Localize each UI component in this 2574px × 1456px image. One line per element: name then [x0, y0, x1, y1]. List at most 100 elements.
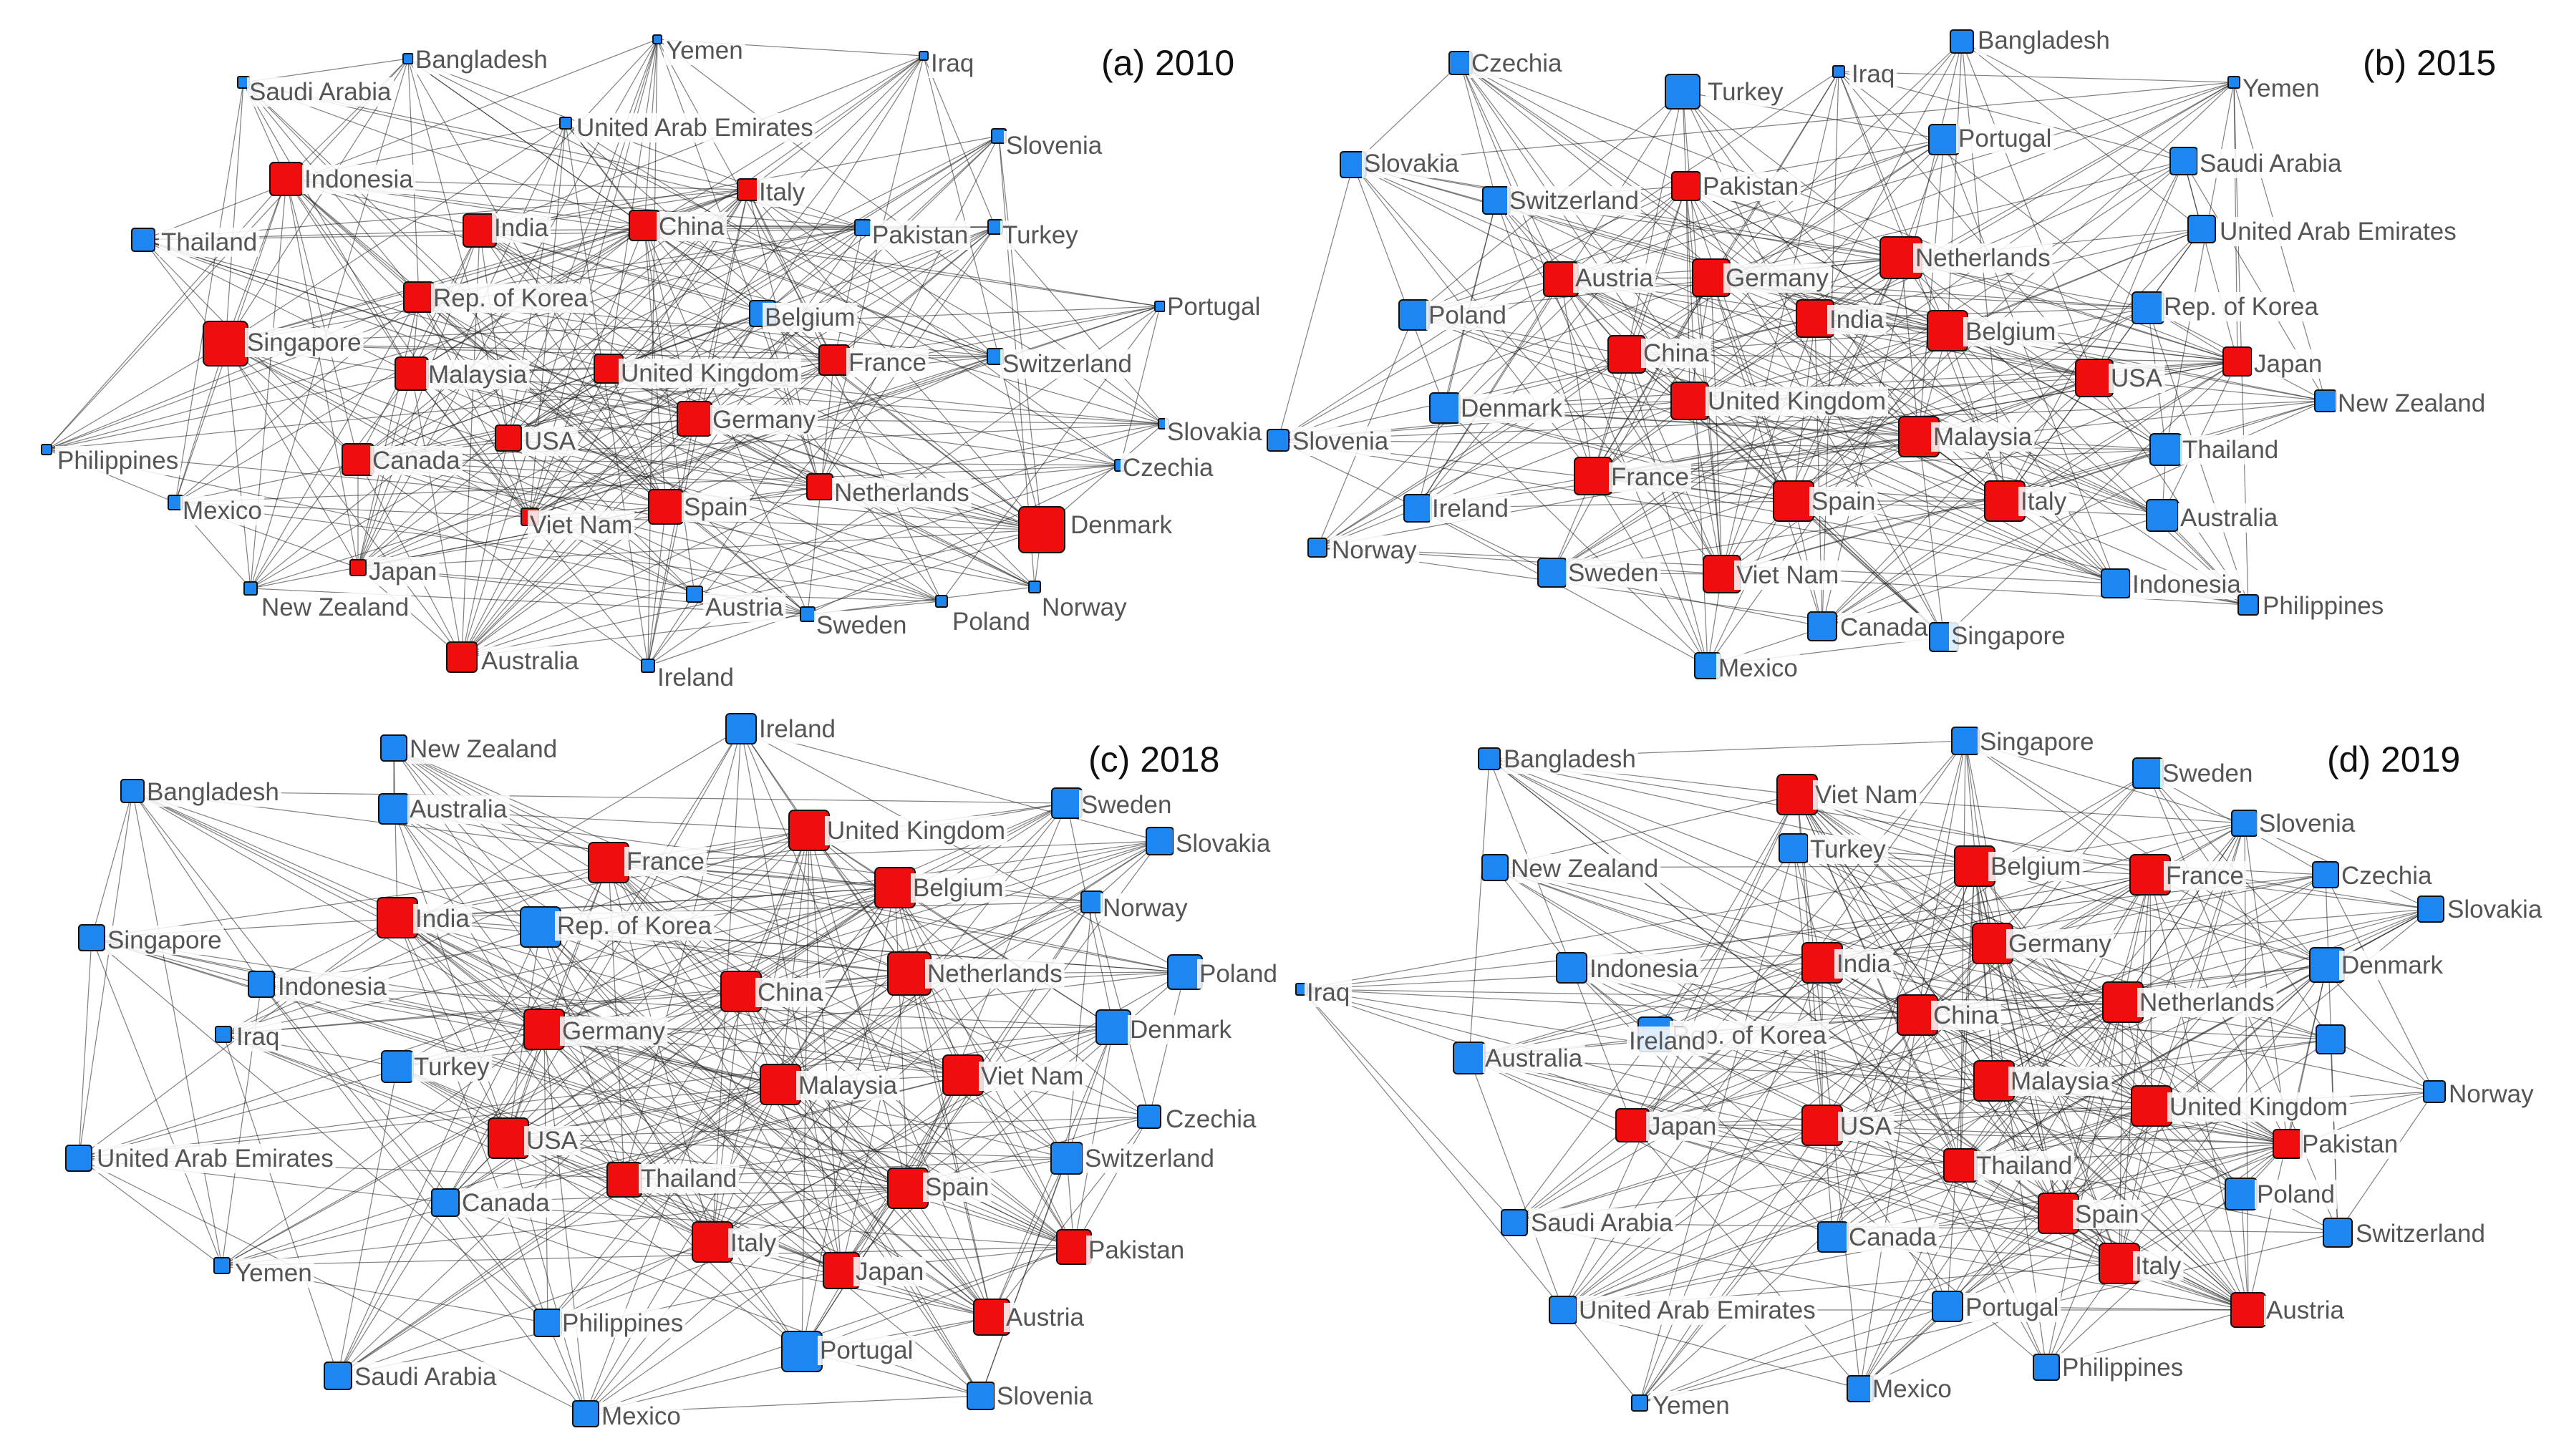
- panel-2010-node-indonesia-marker: [269, 162, 304, 196]
- panel-2010-edge: [644, 225, 835, 361]
- panel-2010-edge: [225, 82, 244, 344]
- panel-2015-edge: [1626, 354, 2238, 362]
- panel-2015-edge: [1417, 200, 1497, 509]
- panel-2010-node-saudi-arabia-label-background: [247, 77, 395, 107]
- panel-2018-node-italy: Italy: [692, 1221, 779, 1263]
- panel-2019-edge: [1796, 794, 1861, 1389]
- panel-2010-node-new-zealand-label-background: [259, 593, 412, 622]
- panel-2015-edge: [1685, 185, 1723, 575]
- panel-2018-node-india-label: India: [415, 905, 470, 933]
- panel-2018-node-denmark-label: Denmark: [1130, 1016, 1232, 1044]
- panel-2018-node-united-arab-emirates: United Arab Emirates: [65, 1144, 336, 1173]
- panel-2015-node-united-kingdom-label-background: [1705, 387, 1889, 416]
- panel-2018-node-japan: Japan: [823, 1252, 926, 1289]
- panel-2018-node-iraq-marker: [215, 1026, 232, 1043]
- panel-2019-node-netherlands-label: Netherlands: [2139, 989, 2275, 1016]
- panel-2018-node-slovenia-label: Slovenia: [997, 1382, 1093, 1410]
- panel-2018-node-netherlands: Netherlands: [887, 951, 1065, 996]
- panel-2010-edge: [357, 529, 1042, 568]
- panel-2010-edge: [1120, 306, 1161, 466]
- panel-2010-edge: [250, 227, 863, 589]
- panel-2019-node-canada-marker: [1817, 1221, 1849, 1253]
- panel-2015-node-pakistan-marker: [1671, 171, 1701, 201]
- panel-2019-node-bangladesh-label-background: [1501, 744, 1638, 774]
- panel-2018-node-yemen-label: Yemen: [235, 1259, 312, 1287]
- panel-2015-edge: [1838, 71, 2235, 83]
- panel-2015-node-viet-nam-label: Viet Nam: [1736, 561, 1839, 589]
- panel-2018-edge: [132, 790, 1068, 804]
- panel-2018-node-china-label: China: [758, 979, 823, 1006]
- panel-2015-node-portugal-marker: [1928, 124, 1960, 155]
- panel-2018-node-ireland-label: Ireland: [759, 715, 836, 743]
- panel-2010-edge: [286, 178, 420, 298]
- panel-2015-edge: [1793, 307, 2149, 502]
- panel-2015-edge: [1711, 160, 2184, 278]
- panel-2019-node-philippines-marker: [2033, 1354, 2060, 1381]
- panel-2010-edge: [225, 343, 359, 568]
- panel-2015-node-philippines-label: Philippines: [2263, 592, 2384, 620]
- panel-2015-node-slovakia-label: Slovakia: [1364, 150, 1459, 178]
- panel-2010-edge: [357, 459, 1121, 466]
- panel-2010-node-ireland-marker: [641, 659, 655, 673]
- panel-2019-node-slovenia: Slovenia: [2231, 809, 2358, 838]
- panel-2015-edge: [1460, 62, 1562, 280]
- panel-2010-edge: [286, 178, 1161, 307]
- panel-2015-node-denmark: Denmark: [1429, 392, 1565, 424]
- panel-2010-node-singapore-label: Singapore: [247, 329, 362, 356]
- panel-2018-node-canada-label-background: [460, 1188, 553, 1218]
- panel-2010-edge: [357, 418, 695, 568]
- panel-2018-node-china-label-background: [755, 978, 826, 1007]
- panel-2010-node-austria-marker: [686, 586, 703, 603]
- panel-2019-node-slovakia-marker: [2417, 896, 2444, 923]
- panel-2015-node-slovakia-label-background: [1362, 149, 1461, 178]
- panel-2019-node-australia-marker: [1453, 1042, 1486, 1074]
- panel-2019-edge: [2151, 1105, 2249, 1311]
- panel-2015-edge: [1721, 71, 1839, 575]
- panel-2010-node-denmark: Denmark: [1018, 506, 1175, 553]
- panel-2018-node-denmark: Denmark: [1095, 1009, 1234, 1045]
- panel-2010-edge: [46, 178, 287, 450]
- panel-2015-edge: [1413, 314, 1920, 437]
- panel-2015-node-viet-nam-label-background: [1734, 560, 1842, 590]
- panel-2010-edge: [357, 225, 645, 460]
- panel-2015-node-canada-label: Canada: [1840, 613, 1928, 641]
- panel-2010-node-poland-label: Poland: [952, 608, 1030, 636]
- panel-2019-node-mexico-marker: [1847, 1375, 1874, 1402]
- panel-2018-edge: [1073, 1027, 1114, 1248]
- panel-2010-node-australia: Australia: [446, 641, 581, 676]
- panel-2015-edge: [1685, 185, 1794, 502]
- panel-2010-node-yemen-label-background: [664, 36, 745, 65]
- panel-2018-edge: [223, 1034, 339, 1377]
- panel-2010-node-viet-nam-label-background: [528, 510, 635, 540]
- panel-2019-edge: [1917, 908, 2432, 1016]
- panel-2015-edge: [1460, 62, 2238, 362]
- panel-2010-edge: [762, 313, 821, 487]
- panel-2018-node-czechia: Czechia: [1137, 1105, 1259, 1134]
- panel-2015-node-belgium-marker: [1927, 310, 1968, 351]
- panel-2019-edge: [1469, 822, 2245, 1059]
- panel-2018-node-bangladesh: Bangladesh: [120, 777, 281, 807]
- panel-2019-edge: [1632, 1001, 2124, 1126]
- panel-2015-node-australia-label-background: [2178, 503, 2280, 533]
- panel-2010-node-austria: Austria: [686, 586, 786, 622]
- panel-2019-edge: [2119, 1143, 2288, 1264]
- panel-2018-edge: [223, 1034, 713, 1243]
- panel-2015-edge: [1417, 400, 1690, 509]
- panel-2010-edge: [225, 343, 531, 518]
- panel-2019-edge: [1917, 1014, 1961, 1166]
- panel-2018-node-singapore-label: Singapore: [107, 926, 222, 954]
- panel-2010-edge: [142, 226, 996, 241]
- panel-2010-node-ireland-label: Ireland: [657, 664, 734, 691]
- panel-2015-edge: [1685, 185, 1948, 331]
- panel-2018-edge: [547, 1322, 586, 1414]
- panel-2018-edge: [397, 917, 548, 1324]
- panel-2015-node-indonesia-label-background: [2130, 570, 2244, 599]
- panel-2015-edge: [1814, 41, 1963, 319]
- panel-2010-node-canada-marker: [342, 443, 374, 476]
- panel-2015-node-malaysia-label-background: [1931, 422, 2035, 452]
- panel-2010-node-slovakia-label: Slovakia: [1167, 418, 1262, 446]
- panel-2010-edge: [529, 356, 996, 518]
- panel-2010-node-bangladesh-marker: [402, 53, 414, 64]
- panel-2019-edge: [2046, 1105, 2152, 1368]
